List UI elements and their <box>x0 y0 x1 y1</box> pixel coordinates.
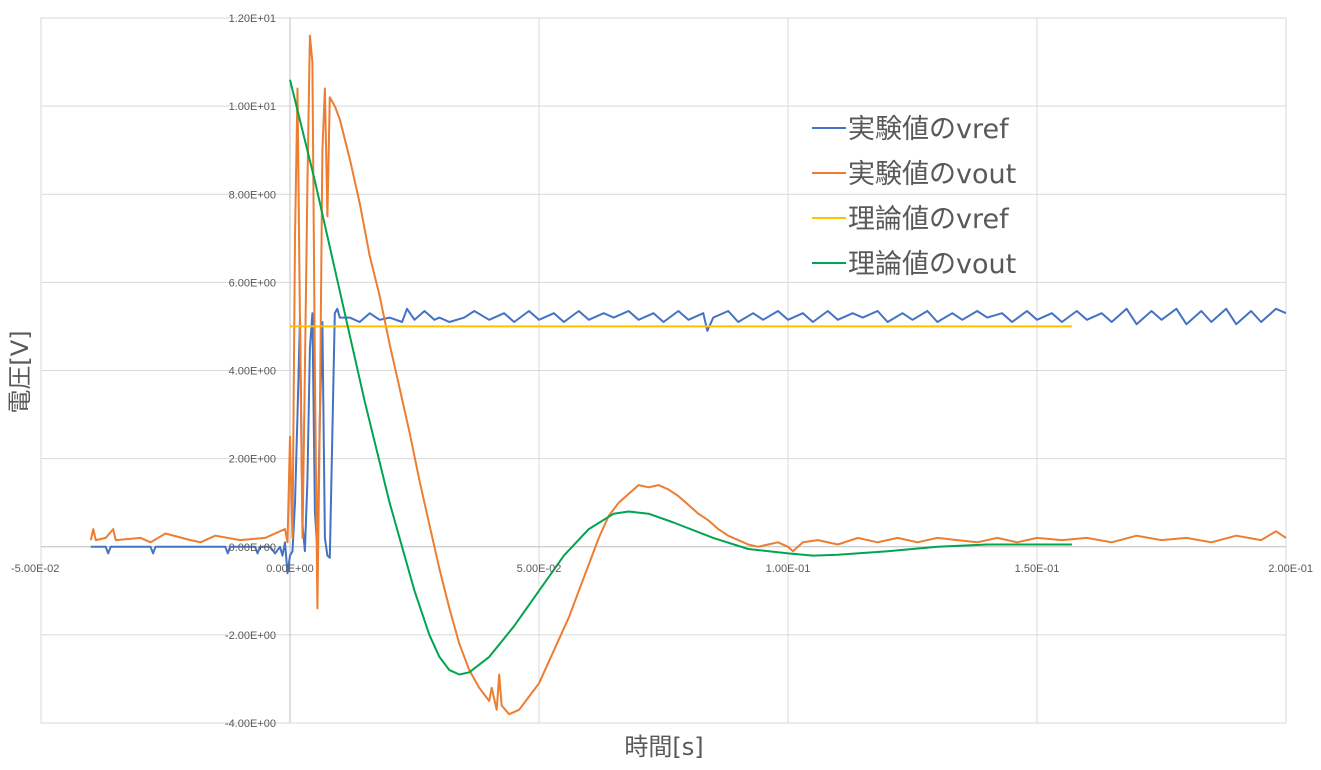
y-tick-label-0: -4.00E+00 <box>225 718 276 730</box>
legend-label-2: 実験値のvout <box>848 159 1016 190</box>
y-tick-label-6: 8.00E+00 <box>229 189 276 201</box>
series-line-4 <box>289 79 1072 676</box>
series-line-2 <box>89 34 1287 716</box>
y-tick-label-2: 0.00E+00 <box>229 542 276 554</box>
gridlines <box>40 17 1287 724</box>
y-tick-label-1: -2.00E+00 <box>225 630 276 642</box>
series-line-1 <box>90 307 1287 575</box>
y-tick-label-5: 6.00E+00 <box>229 277 276 289</box>
tick-labels: -5.00E-02 0.00E+00 5.00E-02 1.00E-01 1.50E-0… <box>11 13 1313 730</box>
legend-label-1: 実験値のvref <box>848 114 1010 145</box>
x-tick-label-4: 1.50E-01 <box>1015 563 1060 575</box>
series-layer <box>89 34 1287 716</box>
x-tick-label-1: 0.00E+00 <box>266 563 313 575</box>
legend-label-3: 理論値のvref <box>848 204 1010 235</box>
x-tick-label-3: 1.00E-01 <box>766 563 811 575</box>
y-tick-label-8: 1.20E+01 <box>229 13 276 25</box>
y-tick-label-4: 4.00E+00 <box>229 366 276 378</box>
x-axis-title: 時間[s] <box>624 733 703 761</box>
y-tick-label-7: 1.00E+01 <box>229 101 276 113</box>
x-tick-label-0: -5.00E-02 <box>11 563 59 575</box>
y-axis-title: 電圧[V] <box>6 330 34 413</box>
x-tick-label-2: 5.00E-02 <box>517 563 562 575</box>
legend: 実験値のvref 実験値のvout 理論値のvref 理論値のvout <box>812 114 1016 280</box>
legend-label-4: 理論値のvout <box>848 249 1016 280</box>
y-tick-label-3: 2.00E+00 <box>229 454 276 466</box>
x-tick-label-5: 2.00E-01 <box>1268 563 1313 575</box>
